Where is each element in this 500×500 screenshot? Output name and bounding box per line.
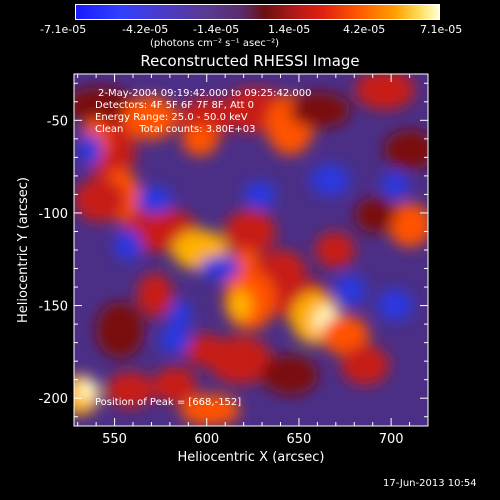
- colorbar-tick-label: -7.1e-05: [40, 23, 87, 36]
- colorbar-tick-label: -4.2e-05: [122, 23, 169, 36]
- annotation-peak-position: Position of Peak = [668,-152]: [95, 397, 242, 408]
- x-tick-label: 700: [379, 432, 404, 447]
- colorbar-tick-label: 4.2e-05: [343, 23, 386, 36]
- colorbar-tick-label: 1.4e-05: [268, 23, 311, 36]
- y-tick-label: -200: [38, 392, 68, 407]
- colorbar: [75, 4, 440, 20]
- y-tick-label: -150: [38, 300, 68, 315]
- x-tick-label: 550: [102, 432, 127, 447]
- heatmap-image: [74, 74, 428, 426]
- y-axis-label: Heliocentric Y (arcsec): [16, 177, 31, 323]
- colorbar-tick-label: -1.4e-05: [193, 23, 240, 36]
- annotation-time-range: 2-May-2004 09:19:42.000 to 09:25:42.000: [98, 88, 312, 99]
- chart-title: Reconstructed RHESSI Image: [140, 52, 360, 70]
- timestamp: 17-Jun-2013 10:54: [383, 478, 477, 489]
- annotation-counts: Clean Total counts: 3.80E+03: [95, 124, 256, 135]
- x-tick-label: 600: [194, 432, 219, 447]
- y-tick-label: -50: [47, 114, 68, 129]
- x-tick-label: 650: [287, 432, 312, 447]
- annotation-detectors: Detectors: 4F 5F 6F 7F 8F, Att 0: [95, 100, 255, 111]
- y-tick-label: -100: [38, 207, 68, 222]
- colorbar-tick-label: 7.1e-05: [420, 23, 463, 36]
- annotation-energy-range: Energy Range: 25.0 - 50.0 keV: [95, 112, 248, 123]
- axes: 550 600 650 700 -50 -100 -150 -200 Heliocentric …: [16, 74, 429, 465]
- x-axis-label: Heliocentric X (arcsec): [178, 450, 325, 465]
- colorbar-units-label: (photons cm⁻² s⁻¹ asec⁻²): [150, 38, 280, 49]
